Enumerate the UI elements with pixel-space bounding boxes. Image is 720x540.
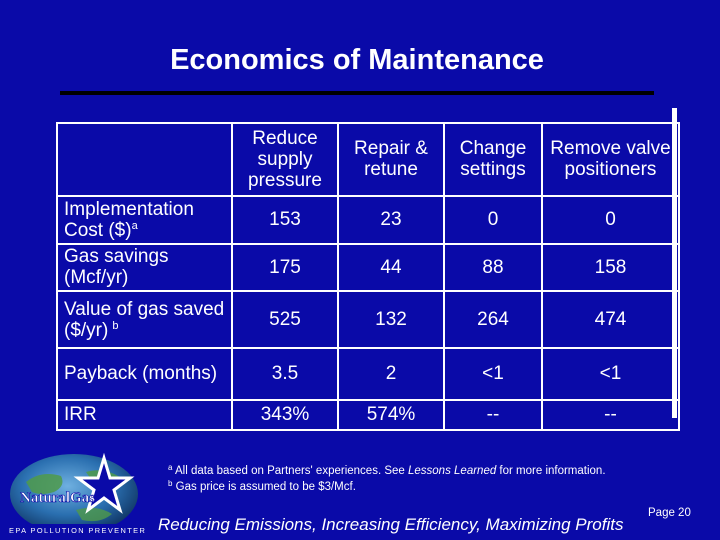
economics-table: Reduce supply pressure Repair & retune C… bbox=[56, 122, 680, 432]
table-cell: 153 bbox=[231, 194, 339, 245]
table-cell: <1 bbox=[443, 346, 543, 401]
header-reduce-supply-pressure: Reduce supply pressure bbox=[231, 122, 339, 197]
table-cell: -- bbox=[443, 398, 543, 432]
title-underline bbox=[60, 91, 654, 95]
star-icon bbox=[73, 452, 135, 514]
table-cell: 2 bbox=[337, 346, 445, 401]
footnote-b: b Gas price is assumed to be $3/Mcf. bbox=[168, 479, 356, 494]
footer-tagline: Reducing Emissions, Increasing Efficienc… bbox=[158, 515, 624, 534]
table-header-row: Reduce supply pressure Repair & retune C… bbox=[56, 122, 680, 197]
header-cell-empty bbox=[56, 122, 233, 197]
header-repair-retune: Repair & retune bbox=[337, 122, 445, 197]
natural-gas-star-logo: NaturalGas EPA POLLUTION PREVENTER bbox=[6, 452, 148, 536]
table-row: Implementation Cost ($)a 153 23 0 0 bbox=[56, 194, 680, 245]
row-label-payback: Payback (months) bbox=[56, 346, 233, 401]
table-cell: 158 bbox=[541, 242, 680, 293]
table-cell: 0 bbox=[541, 194, 680, 245]
table-cell: <1 bbox=[541, 346, 680, 401]
table-cell: -- bbox=[541, 398, 680, 432]
table-cell: 88 bbox=[443, 242, 543, 293]
table-cell: 264 bbox=[443, 290, 543, 349]
table-cell: 525 bbox=[231, 290, 339, 349]
svg-text:NaturalGas: NaturalGas bbox=[20, 490, 95, 506]
row-label-value-of-gas-saved: Value of gas saved ($/yr) b bbox=[56, 290, 233, 349]
table-cell: 474 bbox=[541, 290, 680, 349]
header-change-settings: Change settings bbox=[443, 122, 543, 197]
table-row: Payback (months) 3.5 2 <1 <1 bbox=[56, 346, 680, 401]
page-number: Page 20 bbox=[648, 507, 691, 519]
table-row: IRR 343% 574% -- -- bbox=[56, 398, 680, 432]
table-cell: 175 bbox=[231, 242, 339, 293]
table-row: Value of gas saved ($/yr) b 525 132 264 4… bbox=[56, 290, 680, 349]
slide-title: Economics of Maintenance bbox=[170, 44, 544, 76]
table-cell: 574% bbox=[337, 398, 445, 432]
table-cell: 3.5 bbox=[231, 346, 339, 401]
table-cell: 44 bbox=[337, 242, 445, 293]
header-remove-valve-positioners: Remove valve positioners bbox=[541, 122, 680, 197]
table-row: Gas savings (Mcf/yr) 175 44 88 158 bbox=[56, 242, 680, 293]
svg-text:EPA POLLUTION PREVENTER: EPA POLLUTION PREVENTER bbox=[9, 526, 146, 535]
table-cell: 343% bbox=[231, 398, 339, 432]
table-cell: 23 bbox=[337, 194, 445, 245]
table-cell: 0 bbox=[443, 194, 543, 245]
row-label-implementation-cost: Implementation Cost ($)a bbox=[56, 194, 233, 245]
row-label-irr: IRR bbox=[56, 398, 233, 432]
footnote-a: a All data based on Partners' experience… bbox=[168, 463, 606, 478]
table-cell: 132 bbox=[337, 290, 445, 349]
row-label-gas-savings: Gas savings (Mcf/yr) bbox=[56, 242, 233, 293]
